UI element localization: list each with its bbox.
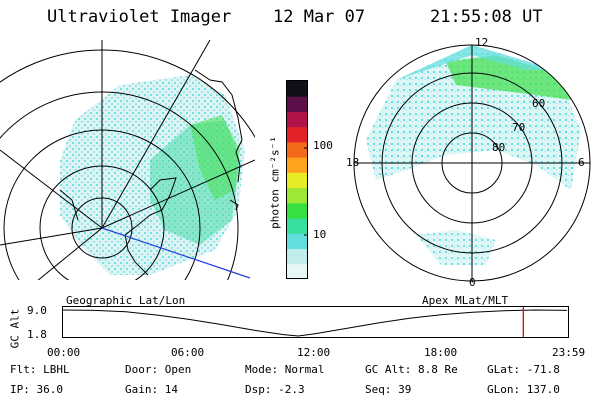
colorbar-segment xyxy=(287,263,308,280)
magnetic-polar-map xyxy=(353,44,591,282)
geographic-caption: Geographic Lat/Lon xyxy=(66,294,186,307)
colorbar-segment xyxy=(287,96,308,112)
apex-caption: Apex MLat/MLT xyxy=(422,294,509,307)
time-tick-3: 18:00 xyxy=(424,346,458,359)
info-glon: GLon: 137.0 xyxy=(487,383,560,396)
orbit-track xyxy=(101,227,251,279)
info-ip: IP: 36.0 xyxy=(10,383,63,396)
colorbar-unit-label: photon cm⁻²s⁻¹ xyxy=(268,136,282,229)
altitude-plot xyxy=(62,306,569,338)
colorbar-tick-100: 100 xyxy=(313,139,333,152)
mlt-label-12: 12 xyxy=(475,36,489,49)
time-tick-0: 00:00 xyxy=(47,346,81,359)
colorbar-segment xyxy=(287,233,308,250)
colorbar-segment xyxy=(287,126,308,143)
altitude-ytick-bottom: 1.8 xyxy=(27,328,47,341)
info-gcalt: GC Alt: 8.8 Re xyxy=(365,363,458,376)
geographic-map xyxy=(0,40,255,280)
info-glat: GLat: -71.8 xyxy=(487,363,560,376)
mlt-label-0: 0 xyxy=(469,276,476,289)
colorbar-segment xyxy=(287,157,308,173)
colorbar-segment xyxy=(287,141,308,158)
time-tick-1: 06:00 xyxy=(171,346,205,359)
info-flt: Flt: LBHL xyxy=(10,363,70,376)
altitude-ytick-top: 9.0 xyxy=(27,304,47,317)
colorbar-tick-10: 10 xyxy=(313,228,327,241)
instrument-title: Ultraviolet Imager xyxy=(47,7,232,27)
time-tick-4: 23:59 xyxy=(552,346,586,359)
mlat-label-70: 70 xyxy=(512,121,526,134)
time-tick-2: 12:00 xyxy=(297,346,331,359)
info-door: Door: Open xyxy=(125,363,192,376)
colorbar-segment xyxy=(287,172,308,189)
mlt-label-18: 18 xyxy=(346,156,360,169)
colorbar-segment xyxy=(287,81,308,97)
info-mode: Mode: Normal xyxy=(245,363,325,376)
info-seq: Seq: 39 xyxy=(365,383,412,396)
date-label: 12 Mar 07 xyxy=(273,7,366,27)
mlat-label-80: 80 xyxy=(492,141,506,154)
color-scale-bar xyxy=(286,80,308,280)
colorbar-segment xyxy=(287,202,308,219)
mlt-label-6: 6 xyxy=(578,156,585,169)
altitude-curve xyxy=(62,309,568,337)
colorbar-segment xyxy=(287,187,308,204)
colorbar-segment xyxy=(287,111,308,128)
altitude-ylabel: GC Alt xyxy=(8,308,22,349)
mlat-label-60: 60 xyxy=(532,97,546,110)
colorbar-segment xyxy=(287,218,308,234)
time-label: 21:55:08 UT xyxy=(430,7,543,27)
colorbar-segment xyxy=(287,248,308,265)
info-gain: Gain: 14 xyxy=(125,383,178,396)
coastline xyxy=(124,69,243,276)
info-dsp: Dsp: -2.3 xyxy=(245,383,305,396)
